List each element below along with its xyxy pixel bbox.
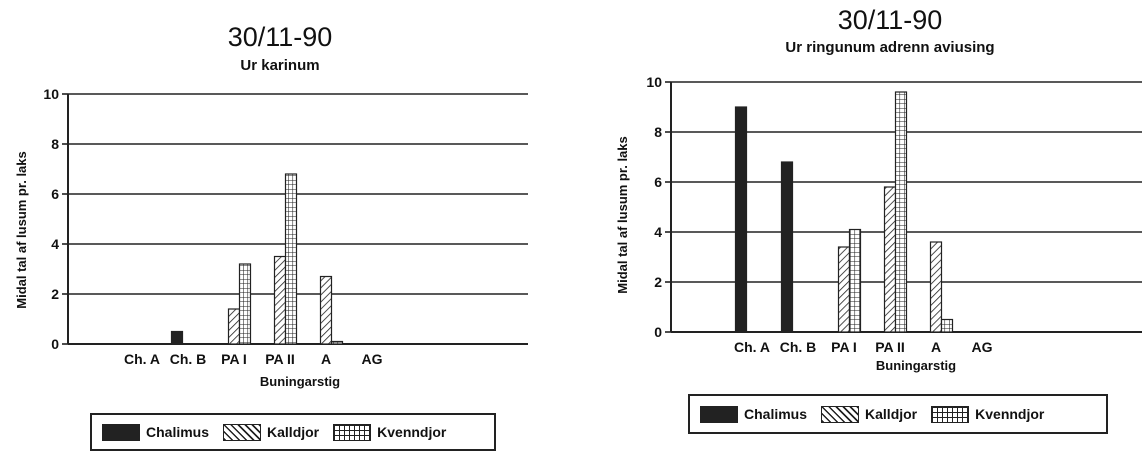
legend-swatch-hatch bbox=[821, 405, 860, 423]
legend-swatch-hatch bbox=[223, 423, 262, 441]
chart-title: 30/11-90 bbox=[228, 22, 333, 52]
legend-label-kalldjor: Kalldjor bbox=[865, 406, 918, 422]
bar-kalldjor-pa-i bbox=[837, 246, 851, 333]
bar-kvenndjor-a bbox=[940, 318, 954, 333]
x-tick-label: PA II bbox=[875, 339, 905, 355]
bar-chalimus-ch-b bbox=[170, 330, 184, 345]
bar-kvenndjor-pa-ii bbox=[894, 91, 908, 333]
y-tick-label: 4 bbox=[51, 236, 59, 252]
x-tick-label: Ch. A bbox=[124, 351, 160, 367]
legend-left: Chalimus Kalldjor Kvenndjor bbox=[90, 413, 496, 451]
x-tick-label: Ch. B bbox=[170, 351, 207, 367]
x-tick-label: PA I bbox=[221, 351, 247, 367]
bar-kalldjor-pa-ii bbox=[273, 255, 287, 345]
y-tick-label: 8 bbox=[654, 124, 662, 140]
bar-kvenndjor-pa-i bbox=[238, 263, 252, 345]
legend-item-kvenndjor: Kvenndjor bbox=[333, 423, 447, 441]
y-tick-label: 2 bbox=[51, 286, 59, 302]
legend-label-chalimus: Chalimus bbox=[146, 424, 210, 440]
x-tick-label: A bbox=[321, 351, 331, 367]
x-tick-label: Ch. A bbox=[734, 339, 770, 355]
chart-right-panel: 30/11-90 Ur ringunum adrenn aviusing 0 2 4 6 8… bbox=[571, 0, 1142, 453]
x-tick-label: A bbox=[931, 339, 941, 355]
bar-chalimus-ch-a bbox=[734, 106, 748, 333]
x-axis-label: Buningarstig bbox=[260, 374, 340, 389]
y-tick-label: 4 bbox=[654, 224, 662, 240]
legend-swatch-solid bbox=[102, 423, 140, 441]
bar-kvenndjor-pa-i bbox=[848, 228, 862, 333]
legend-right: Chalimus Kalldjor Kvenndjor bbox=[688, 394, 1108, 434]
legend-item-kalldjor: Kalldjor bbox=[821, 405, 918, 423]
chart-subtitle: Ur karinum bbox=[240, 57, 319, 74]
legend-label-kvenndjor: Kvenndjor bbox=[377, 424, 447, 440]
bar-chalimus-ch-b bbox=[780, 161, 794, 333]
x-axis-label: Buningarstig bbox=[876, 358, 956, 373]
chart-subtitle: Ur ringunum adrenn aviusing bbox=[785, 39, 994, 56]
legend-label-chalimus: Chalimus bbox=[744, 406, 808, 422]
bar-kalldjor-a bbox=[319, 275, 333, 345]
legend-swatch-solid bbox=[700, 405, 738, 423]
x-tick-label: Ch. B bbox=[780, 339, 817, 355]
bar-kalldjor-pa-i bbox=[227, 308, 241, 345]
x-tick-label: AG bbox=[972, 339, 993, 355]
legend-swatch-grid bbox=[333, 423, 372, 441]
legend-swatch-grid bbox=[931, 405, 970, 423]
bar-kvenndjor-a bbox=[330, 340, 344, 345]
bar-kvenndjor-pa-ii bbox=[284, 173, 298, 345]
x-tick-label: AG bbox=[362, 351, 383, 367]
bar-kalldjor-a bbox=[929, 241, 943, 333]
y-axis-label: Midal tal af lusum pr. laks bbox=[14, 151, 29, 309]
y-axis-label: Midal tal af lusum pr. laks bbox=[615, 136, 630, 294]
y-tick-label: 0 bbox=[51, 336, 59, 352]
legend-item-chalimus: Chalimus bbox=[700, 405, 808, 423]
chart-title: 30/11-90 bbox=[838, 5, 943, 35]
chart-left: 30/11-90 Ur karinum 0 2 4 6 8 10 Ch. A Ch. B PA I P… bbox=[14, 22, 528, 389]
y-tick-label: 8 bbox=[51, 136, 59, 152]
y-tick-label: 10 bbox=[43, 86, 59, 102]
y-tick-label: 10 bbox=[646, 74, 662, 90]
legend-item-kvenndjor: Kvenndjor bbox=[931, 405, 1045, 423]
x-tick-label: PA I bbox=[831, 339, 857, 355]
legend-label-kalldjor: Kalldjor bbox=[267, 424, 320, 440]
y-tick-label: 0 bbox=[654, 324, 662, 340]
x-tick-label: PA II bbox=[265, 351, 295, 367]
y-tick-label: 2 bbox=[654, 274, 662, 290]
chart-left-panel: 30/11-90 Ur karinum 0 2 4 6 8 10 Ch. A Ch. B PA I P… bbox=[0, 0, 571, 453]
legend-item-chalimus: Chalimus bbox=[102, 423, 210, 441]
bar-kalldjor-pa-ii bbox=[883, 186, 897, 333]
legend-label-kvenndjor: Kvenndjor bbox=[975, 406, 1045, 422]
y-tick-label: 6 bbox=[51, 186, 59, 202]
y-tick-label: 6 bbox=[654, 174, 662, 190]
chart-right: 30/11-90 Ur ringunum adrenn aviusing 0 2 4 6 8… bbox=[615, 5, 1142, 373]
legend-item-kalldjor: Kalldjor bbox=[223, 423, 320, 441]
